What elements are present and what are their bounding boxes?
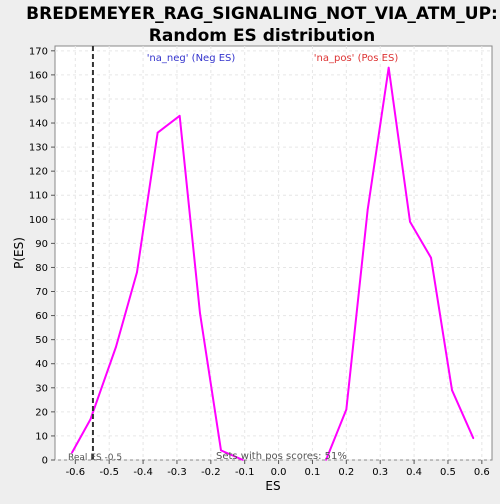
- legend-pos-label: 'na_pos' (Pos ES): [314, 53, 399, 64]
- y-tick-label: 40: [35, 359, 48, 370]
- data-point: [345, 408, 348, 411]
- x-tick-label: -0.3: [167, 467, 187, 478]
- x-tick-label: 0.5: [440, 467, 456, 478]
- x-tick-label: 0.2: [338, 467, 354, 478]
- data-point: [115, 346, 117, 348]
- x-tick-label: 0.6: [474, 467, 490, 478]
- data-point: [387, 66, 390, 69]
- data-point: [89, 418, 92, 420]
- grid: [55, 46, 492, 461]
- y-tick-label: 160: [29, 70, 48, 81]
- y-tick-label: 140: [29, 119, 48, 130]
- y-tick-label: 10: [35, 431, 48, 442]
- y-tick-label: 120: [29, 167, 48, 178]
- data-point: [472, 437, 475, 440]
- data-point: [366, 208, 369, 211]
- y-tick-label: 50: [35, 335, 48, 346]
- data-point: [178, 115, 181, 117]
- y-axis-title: P(ES): [12, 237, 26, 269]
- chart-title-line2: Random ES distribution: [149, 26, 375, 46]
- x-axis-title: ES: [265, 479, 280, 493]
- y-tick-label: 110: [29, 191, 48, 202]
- x-tick-label: -0.1: [235, 467, 255, 478]
- data-point: [409, 220, 411, 223]
- y-tick-label: 30: [35, 383, 48, 394]
- y-tick-label: 150: [29, 94, 48, 105]
- y-tick-label: 0: [42, 456, 48, 467]
- x-tick-label: -0.2: [201, 467, 221, 478]
- data-point: [156, 131, 159, 134]
- chart-title-line1: BREDEMEYER_RAG_SIGNALING_NOT_VIA_ATM_UP:: [26, 4, 498, 24]
- x-tick-label: 0.0: [271, 467, 287, 478]
- y-tick-label: 130: [29, 143, 48, 154]
- pos-score-annotation: Sets with pos scores: 51%: [216, 451, 347, 462]
- data-point: [242, 459, 244, 461]
- real-es-label: Real ES -0.5: [68, 453, 122, 463]
- plot-area: [54, 45, 493, 461]
- y-tick-label: 60: [35, 311, 48, 322]
- data-point: [199, 312, 201, 314]
- x-tick-label: -0.5: [99, 467, 119, 478]
- data-point: [71, 451, 73, 454]
- y-tick-label: 80: [35, 263, 48, 274]
- series: [71, 66, 475, 461]
- y-tick-label: 100: [29, 215, 48, 226]
- x-tick-label: 0.1: [305, 467, 321, 478]
- y-tick-label: 90: [35, 239, 48, 250]
- x-tick-label: -0.6: [66, 467, 86, 478]
- data-point: [430, 257, 432, 259]
- x-tick-label: -0.4: [133, 467, 153, 478]
- y-tick-label: 170: [29, 46, 48, 57]
- legend-neg-label: 'na_neg' (Neg ES): [147, 53, 236, 64]
- series-line-pos: [325, 66, 475, 461]
- data-point: [220, 449, 222, 452]
- data-point: [451, 389, 453, 391]
- y-tick-label: 70: [35, 287, 48, 298]
- data-point: [325, 459, 327, 461]
- y-tick-label: 20: [35, 407, 48, 418]
- x-tick-label: 0.3: [372, 467, 388, 478]
- data-point: [136, 271, 138, 274]
- axes: 0 10 20 30 40 50 60 70 80 90 100 110 120 130 140 150 160…: [29, 46, 490, 478]
- x-tick-label: 0.4: [406, 467, 422, 478]
